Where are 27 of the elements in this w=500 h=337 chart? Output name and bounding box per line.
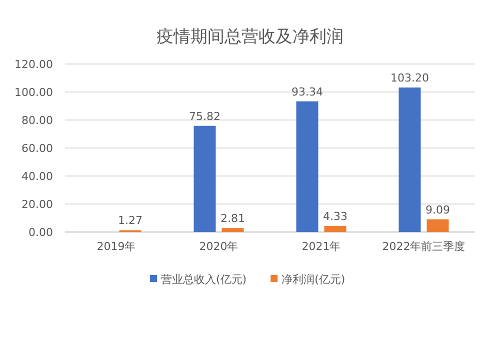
data-label: 103.20: [390, 72, 429, 85]
y-tick-label: 60.00: [22, 142, 53, 155]
y-tick-label: 100.00: [14, 86, 53, 99]
chart-title: 疫情期间总营收及净利润: [156, 27, 344, 47]
data-label: 9.09: [426, 203, 450, 216]
y-tick-label: 40.00: [22, 170, 53, 183]
x-tick-label: 2022年前三季度: [382, 240, 466, 253]
data-label: 93.34: [292, 85, 323, 98]
bar: [324, 226, 346, 232]
y-tick-label: 20.00: [22, 198, 53, 211]
bar: [222, 228, 244, 232]
x-tick-label: 2020年: [199, 240, 238, 253]
bar: [426, 219, 449, 232]
legend-label: 净利润(亿元): [282, 273, 346, 286]
data-label: 75.82: [189, 110, 220, 123]
x-tick-label: 2019年: [96, 240, 136, 253]
x-tick-label: 2021年: [302, 240, 341, 253]
y-tick-label: 80.00: [22, 114, 53, 127]
data-label: 4.33: [323, 210, 348, 223]
y-tick-label: 0.00: [28, 226, 53, 239]
data-label: 2.81: [220, 212, 245, 226]
bar: [194, 126, 216, 232]
bar: [398, 88, 421, 232]
bar: [296, 101, 318, 232]
data-label: 1.27: [118, 214, 142, 228]
y-tick-label: 120.00: [14, 58, 53, 71]
legend-label: 营业总收入(亿元): [161, 273, 247, 286]
